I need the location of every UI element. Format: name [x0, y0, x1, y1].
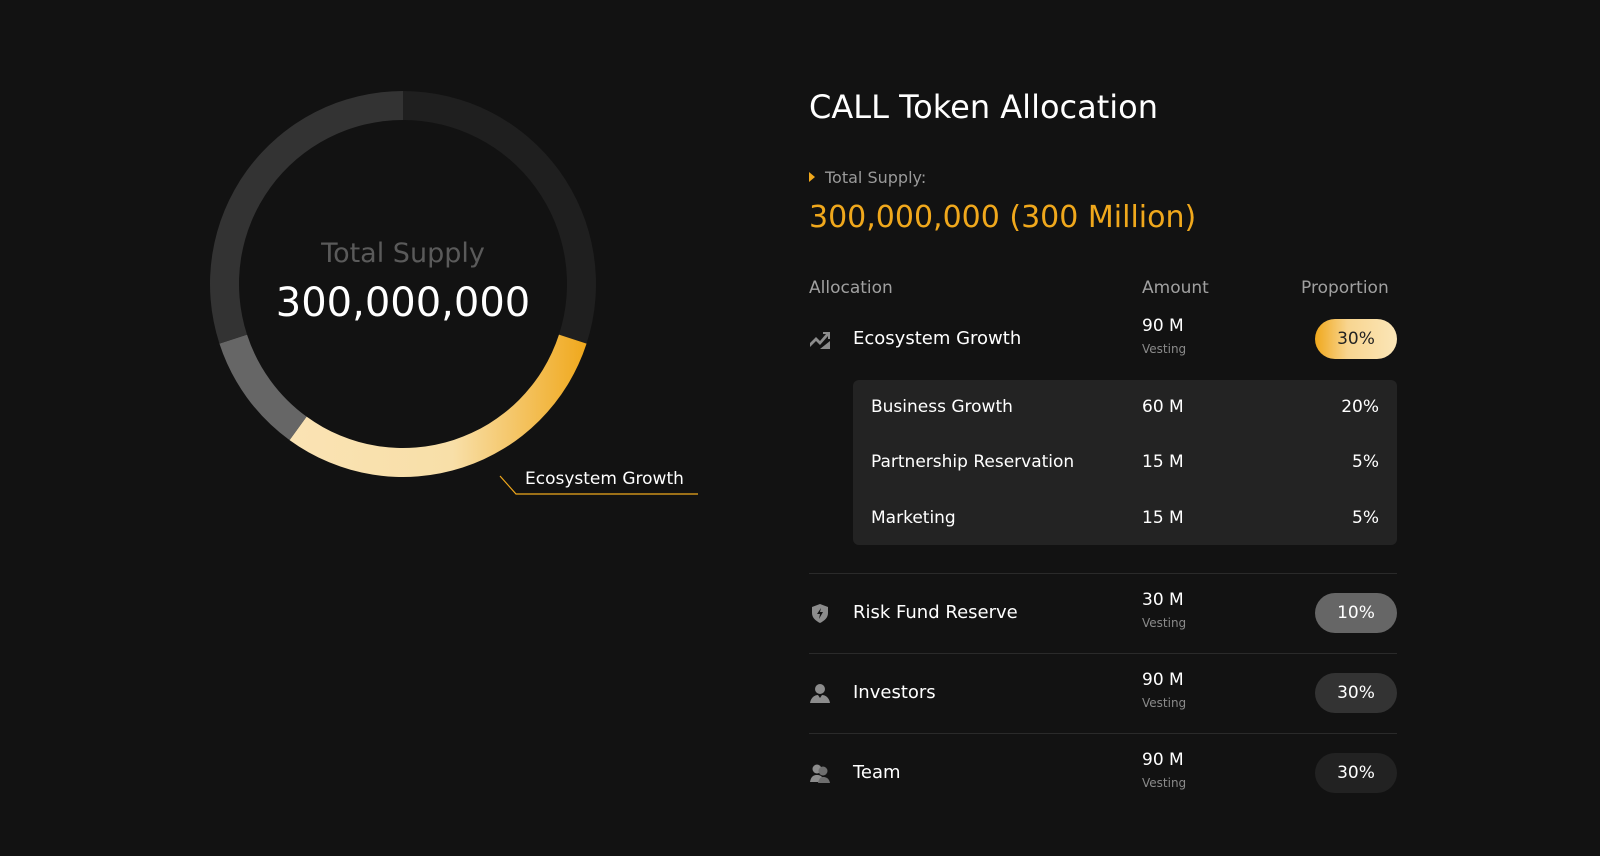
header-allocation: Allocation: [809, 278, 893, 298]
divider: [809, 573, 1397, 574]
allocation-note: Vesting: [1142, 342, 1187, 356]
sub-amount: 60 M: [1142, 397, 1184, 417]
allocation-note: Vesting: [1142, 776, 1187, 790]
divider: [809, 733, 1397, 734]
page-title: CALL Token Allocation: [809, 88, 1159, 126]
allocation-row-team[interactable]: Team 90 M Vesting 30%: [809, 743, 1397, 803]
total-supply-label-text: Total Supply:: [825, 168, 927, 187]
sub-proportion: 5%: [1352, 452, 1379, 472]
allocation-row-risk-fund[interactable]: Risk Fund Reserve 30 M Vesting 10%: [809, 583, 1397, 643]
allocation-note: Vesting: [1142, 616, 1187, 630]
proportion-pill: 10%: [1315, 593, 1397, 633]
donut-slice-team[interactable]: [403, 91, 596, 344]
callout-line: [499, 475, 698, 495]
chart-growth-icon: [810, 332, 830, 349]
sub-name: Business Growth: [871, 397, 1013, 417]
header-proportion: Proportion: [1301, 278, 1389, 298]
allocation-amount: 30 M: [1142, 590, 1184, 610]
sub-name: Partnership Reservation: [871, 452, 1075, 472]
divider: [809, 653, 1397, 654]
donut-slice-risk-fund-reserve[interactable]: [219, 334, 307, 441]
caret-right-icon: [809, 172, 815, 182]
sub-allocation-row: Partnership Reservation 15 M 5%: [853, 443, 1397, 483]
sub-allocation-row: Business Growth 60 M 20%: [853, 388, 1397, 428]
sub-proportion: 5%: [1352, 508, 1379, 528]
allocation-name: Team: [853, 762, 901, 783]
allocation-amount: 90 M: [1142, 750, 1184, 770]
sub-proportion: 20%: [1341, 397, 1379, 417]
people-icon: [810, 764, 830, 783]
person-icon: [810, 684, 830, 703]
allocation-name: Risk Fund Reserve: [853, 602, 1018, 623]
allocation-name: Ecosystem Growth: [853, 328, 1022, 349]
donut-center-title: Total Supply: [321, 238, 485, 269]
allocation-amount: 90 M: [1142, 316, 1184, 336]
sub-allocation-row: Marketing 15 M 5%: [853, 499, 1397, 539]
sub-name: Marketing: [871, 508, 956, 528]
allocation-note: Vesting: [1142, 696, 1187, 710]
allocation-amount: 90 M: [1142, 670, 1184, 690]
ecosystem-breakdown: Business Growth 60 M 20% Partnership Res…: [853, 380, 1397, 545]
shield-bolt-icon: [812, 604, 828, 623]
donut-slice-ecosystem-growth[interactable]: [289, 334, 587, 477]
sub-amount: 15 M: [1142, 452, 1184, 472]
donut-center-value: 300,000,000: [275, 280, 531, 326]
donut-callout-label: Ecosystem Growth: [525, 469, 684, 489]
allocation-name: Investors: [853, 682, 936, 703]
allocation-row-ecosystem[interactable]: Ecosystem Growth 90 M Vesting 30%: [809, 309, 1397, 369]
donut-slice-investors[interactable]: [210, 91, 403, 344]
proportion-pill: 30%: [1315, 753, 1397, 793]
proportion-pill: 30%: [1315, 319, 1397, 359]
sub-amount: 15 M: [1142, 508, 1184, 528]
total-supply-label: Total Supply:: [809, 168, 926, 187]
donut-chart: [210, 91, 698, 495]
proportion-pill: 30%: [1315, 673, 1397, 713]
allocation-row-investors[interactable]: Investors 90 M Vesting 30%: [809, 663, 1397, 723]
total-supply-value: 300,000,000 (300 Million): [809, 200, 1197, 235]
header-amount: Amount: [1142, 278, 1209, 298]
